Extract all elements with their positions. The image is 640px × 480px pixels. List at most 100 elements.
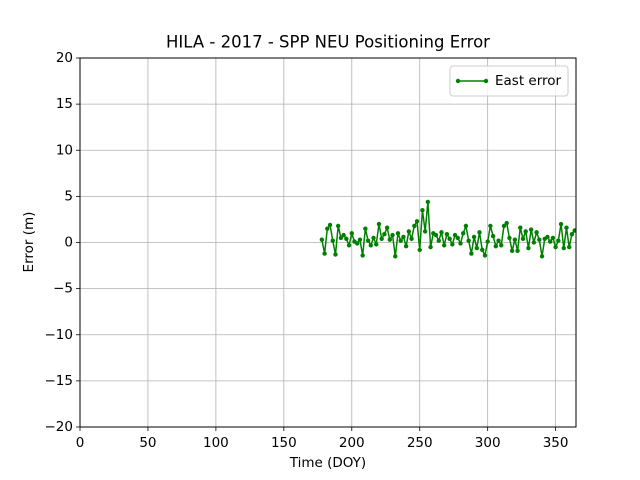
data-point — [349, 231, 354, 236]
data-point — [382, 231, 387, 237]
data-point — [504, 220, 509, 226]
data-point — [556, 238, 561, 243]
chart-title: HILA - 2017 - SPP NEU Positioning Error — [166, 33, 490, 52]
legend-marker — [483, 78, 489, 84]
x-tick-label: 300 — [475, 435, 501, 451]
data-point — [425, 199, 431, 205]
data-point — [422, 229, 428, 234]
x-tick-label: 200 — [339, 435, 365, 451]
data-point — [390, 232, 395, 238]
data-point — [406, 229, 412, 234]
data-point — [384, 225, 390, 230]
x-tick-label: 50 — [139, 435, 156, 451]
data-point — [447, 236, 452, 242]
data-point — [441, 243, 447, 248]
data-point — [341, 232, 346, 238]
data-point — [461, 231, 466, 236]
y-tick-label: −15 — [45, 373, 74, 389]
data-point — [330, 238, 335, 243]
legend: East error — [449, 65, 569, 97]
legend-marker — [455, 78, 461, 84]
data-point — [496, 238, 501, 243]
data-point — [469, 251, 474, 256]
data-line — [321, 201, 576, 258]
x-tick-label: 150 — [271, 435, 297, 451]
data-point — [346, 243, 352, 248]
data-point — [471, 234, 477, 240]
plot-frame — [79, 57, 577, 428]
data-point — [558, 221, 564, 227]
data-point — [512, 237, 518, 242]
data-point — [450, 242, 455, 247]
y-tick-label: −20 — [45, 419, 74, 435]
y-tick-label: −10 — [45, 327, 74, 343]
data-point — [333, 252, 338, 257]
data-point — [335, 223, 341, 229]
data-point — [528, 227, 534, 232]
data-point — [344, 236, 349, 242]
y-tick-label: 0 — [64, 235, 73, 251]
data-point — [455, 235, 460, 241]
data-point — [376, 221, 382, 227]
y-tick-label: 5 — [64, 188, 73, 204]
data-point — [395, 231, 401, 236]
data-point — [401, 234, 406, 240]
data-point — [412, 223, 417, 229]
data-point — [509, 248, 515, 254]
data-point — [567, 244, 572, 250]
data-point — [501, 223, 507, 229]
data-point — [458, 241, 463, 246]
data-point — [561, 245, 566, 251]
data-point — [477, 230, 482, 235]
data-point — [327, 222, 333, 228]
data-point — [466, 238, 471, 243]
data-point — [355, 241, 360, 246]
data-point — [436, 238, 441, 243]
data-point — [569, 231, 575, 237]
data-point — [490, 233, 496, 239]
y-axis-label: Error (m) — [21, 212, 37, 273]
data-point — [485, 239, 490, 244]
data-point — [515, 248, 520, 254]
data-point — [409, 236, 414, 242]
data-point — [403, 243, 409, 249]
data-point — [379, 236, 384, 242]
data-point — [365, 238, 371, 243]
data-point — [474, 245, 479, 251]
data-point — [322, 251, 327, 256]
y-tick-label: 10 — [56, 142, 73, 158]
data-point — [564, 225, 569, 230]
data-point — [452, 232, 458, 238]
data-point — [439, 230, 444, 235]
data-point — [537, 237, 542, 242]
y-tick-label: 20 — [56, 50, 73, 66]
data-point — [319, 237, 325, 242]
data-point — [338, 235, 344, 241]
data-point — [360, 253, 365, 258]
data-point — [463, 223, 469, 229]
x-tick-label: 0 — [76, 435, 85, 451]
data-point — [444, 231, 450, 237]
data-point — [553, 244, 558, 250]
data-point — [572, 228, 576, 233]
data-point — [428, 244, 433, 250]
x-tick-label: 350 — [543, 435, 569, 451]
data-point — [417, 247, 422, 253]
data-point — [368, 243, 374, 248]
data-point — [374, 242, 379, 247]
data-point — [325, 226, 330, 231]
data-point — [414, 219, 420, 224]
y-tick-label: −5 — [53, 281, 73, 297]
data-point — [371, 235, 376, 241]
data-point — [493, 243, 499, 249]
data-point — [357, 237, 363, 242]
legend-label: East error — [495, 73, 562, 89]
data-point — [480, 247, 485, 253]
data-point — [488, 223, 493, 229]
legend-box — [449, 65, 569, 97]
x-tick-label: 100 — [203, 435, 229, 451]
data-point — [518, 225, 523, 230]
data-point — [545, 234, 550, 240]
x-axis-label: Time (DOY) — [289, 455, 366, 471]
